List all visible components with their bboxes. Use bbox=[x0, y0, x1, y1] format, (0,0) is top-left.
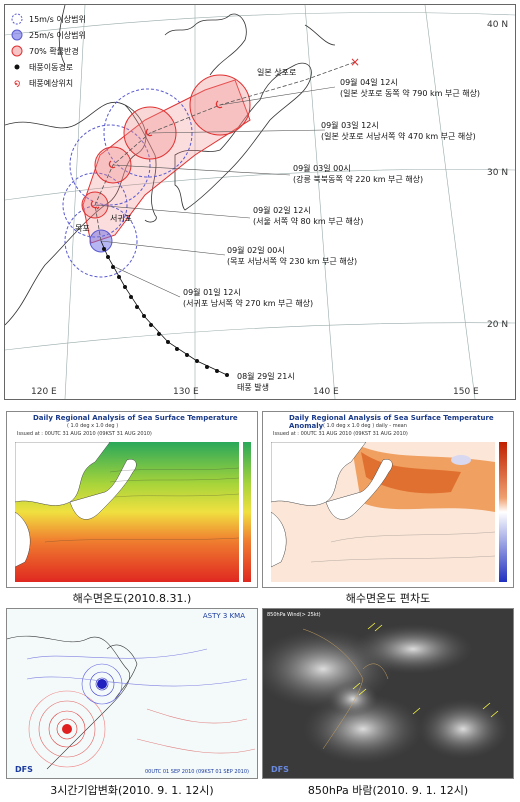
lon-label: 130 E bbox=[173, 387, 199, 397]
sst-anomaly-subtitle: ( 1.0 deg x 1.0 deg ) daily - mean bbox=[323, 423, 407, 429]
past-track bbox=[102, 247, 229, 377]
annotation-desc: 태풍 발생 bbox=[237, 382, 269, 392]
lon-label: 150 E bbox=[453, 387, 479, 397]
red-circle-icon bbox=[11, 45, 23, 57]
annotation-time: 09월 04일 12시 bbox=[340, 77, 398, 87]
coastlines bbox=[5, 5, 336, 326]
annotation-time: 09월 02일 00시 bbox=[227, 245, 285, 255]
sst-anomaly-colorbar bbox=[499, 442, 507, 582]
lon-label: 120 E bbox=[31, 387, 57, 397]
sst-anomaly-issued: Issued at : 00UTC 31 AUG 2010 (09KST 31 … bbox=[273, 431, 408, 437]
sst-subtitle: ( 1.0 deg x 1.0 deg ) bbox=[67, 423, 119, 429]
sst-caption: 해수면온도(2010.8.31.) bbox=[72, 592, 192, 605]
annotation-time: 09월 03일 00시 bbox=[293, 163, 351, 173]
pressure-field bbox=[7, 609, 257, 778]
dfs-logo: DFS bbox=[15, 765, 33, 774]
dfs-logo: DFS bbox=[271, 765, 289, 774]
wind850-header: 850hPa Wind(> 25kt) bbox=[267, 612, 321, 618]
legend-label: 25m/s 이상범위 bbox=[29, 30, 86, 40]
typhoon-symbol-icon: ໑ bbox=[14, 78, 20, 89]
legend-label: 태풍예상위치 bbox=[29, 78, 73, 88]
pressure-footer: 00UTC 01 SEP 2010 (09KST 01 SEP 2010) bbox=[144, 769, 249, 775]
sst-anomaly-header: Daily Regional Analysis of Sea Surface T… bbox=[263, 412, 513, 442]
lat-label: 40 N bbox=[487, 20, 508, 30]
sst-header: Daily Regional Analysis of Sea Surface T… bbox=[7, 412, 257, 442]
annotation-time: 09월 03일 12시 bbox=[321, 120, 379, 130]
legend: 15m/s 이상범위 25m/s 이상범위 70% 확률반경 태풍이동경로 ໑ … bbox=[11, 13, 86, 89]
track-dot-icon bbox=[14, 64, 20, 70]
graticule bbox=[5, 5, 515, 399]
sst-colorbar bbox=[243, 442, 251, 582]
sst-map-panel: Daily Regional Analysis of Sea Surface T… bbox=[6, 411, 258, 588]
annotation-time: 09월 02일 12시 bbox=[253, 205, 311, 215]
place-label: 일본 삿포로 bbox=[257, 68, 296, 77]
dashed-circle-icon bbox=[11, 13, 23, 25]
leader-lines bbox=[94, 86, 336, 298]
annotation-time: 08월 29일 21시 bbox=[237, 371, 295, 381]
lat-label: 20 N bbox=[487, 320, 508, 330]
lon-label: 140 E bbox=[313, 387, 339, 397]
sst-anomaly-caption: 해수면온도 편차도 bbox=[345, 592, 431, 605]
place-label: 서귀포 bbox=[110, 213, 132, 223]
track-map-svg: × 15m/s 이상범위 25m/s 이상범위 70% 확률반경 태풍이동 bbox=[5, 5, 515, 399]
sst-title: Daily Regional Analysis of Sea Surface T… bbox=[33, 414, 238, 422]
annotations: 09월 04일 12시 (일본 삿포로 동쪽 약 790 km 부근 해상) 0… bbox=[183, 77, 480, 392]
sst-field bbox=[15, 442, 239, 582]
filled-circle-icon bbox=[11, 29, 23, 41]
sst-anomaly-panel: Daily Regional Analysis of Sea Surface T… bbox=[262, 411, 514, 588]
wind850-panel: 850hPa Wind(> 25kt) DFS bbox=[262, 608, 514, 779]
pressure-header: ASTY 3 KMA bbox=[202, 612, 245, 620]
pressure-caption: 3시간기압변화(2010. 9. 1. 12시) bbox=[50, 784, 214, 797]
past-track-line bbox=[100, 240, 228, 376]
sst-anomaly-title: Daily Regional Analysis of Sea Surface T… bbox=[289, 414, 494, 430]
legend-label: 15m/s 이상범위 bbox=[29, 14, 86, 24]
typhoon-symbols bbox=[90, 100, 223, 210]
legend-label: 태풍이동경로 bbox=[29, 62, 73, 72]
annotation-desc: (서귀포 남서쪽 약 270 km 부근 해상) bbox=[183, 298, 313, 308]
wind850-caption: 850hPa 바람(2010. 9. 1. 12시) bbox=[307, 784, 469, 797]
annotation-time: 09월 01일 12시 bbox=[183, 287, 241, 297]
sst-issued: Issued at : 00UTC 31 AUG 2010 (09KST 31 … bbox=[17, 431, 152, 437]
satellite-image bbox=[263, 609, 513, 778]
legend-label: 70% 확률반경 bbox=[29, 46, 79, 56]
annotation-desc: (일본 삿포로 동쪽 약 790 km 부근 해상) bbox=[340, 88, 480, 98]
annotation-desc: (강릉 북북동쪽 약 220 km 부근 해상) bbox=[293, 174, 423, 184]
lat-label: 30 N bbox=[487, 168, 508, 178]
annotation-desc: (목포 서남서쪽 약 230 km 부근 해상) bbox=[227, 256, 357, 266]
sst-anomaly-field bbox=[271, 442, 495, 582]
typhoon-track-map: × 15m/s 이상범위 25m/s 이상범위 70% 확률반경 태풍이동 bbox=[4, 4, 516, 400]
place-label: 목포 bbox=[75, 224, 90, 233]
pressure-change-panel: ASTY 3 KMA 00UTC 01 SEP 2010 (09KST 01 S… bbox=[6, 608, 258, 779]
annotation-desc: (일본 삿포로 서남서쪽 약 470 km 부근 해상) bbox=[321, 131, 476, 141]
annotation-desc: (서울 서쪽 약 80 km 부근 해상) bbox=[253, 216, 363, 226]
extratropical-x-icon: × bbox=[350, 55, 360, 69]
